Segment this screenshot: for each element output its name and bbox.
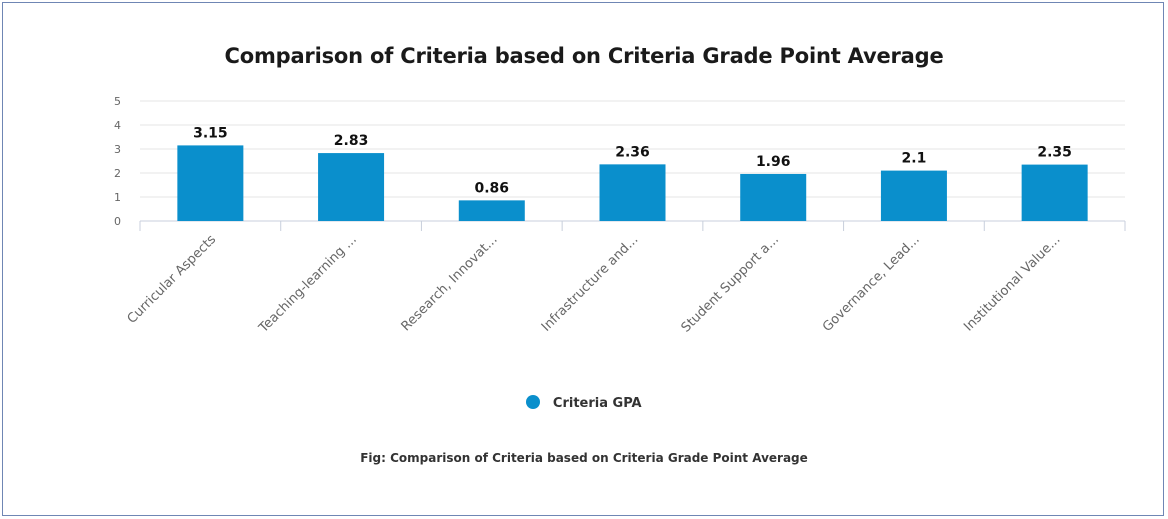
bar <box>880 170 947 221</box>
data-label: 1.96 <box>756 154 791 170</box>
bar <box>458 200 525 221</box>
bar <box>1021 164 1088 221</box>
legend-label: Criteria GPA <box>552 396 642 411</box>
legend[interactable]: Criteria GPA <box>0 395 1168 411</box>
x-tick-label: Teaching-learning ... <box>256 232 360 336</box>
bar <box>177 145 244 221</box>
x-tick-label: Infrastructure and... <box>539 232 641 334</box>
y-tick-label: 4 <box>114 119 121 132</box>
data-label: 0.86 <box>475 180 510 196</box>
y-tick-label: 2 <box>114 167 121 180</box>
y-tick-label: 1 <box>114 191 121 204</box>
y-axis-ticks: 0 1 2 3 4 5 <box>114 95 121 228</box>
bar <box>740 173 807 221</box>
chart-title: Comparison of Criteria based on Criteria… <box>224 44 944 68</box>
x-axis-tick-labels: Curricular Aspects Teaching-learning ... R… <box>125 232 1064 336</box>
x-tick-label: Student Support a... <box>679 232 782 335</box>
y-tick-label: 3 <box>114 143 121 156</box>
x-axis <box>139 221 1126 231</box>
y-tick-label: 0 <box>114 215 121 228</box>
x-tick-label: Governance, Lead... <box>820 232 923 335</box>
data-label: 2.36 <box>615 144 650 160</box>
bars <box>177 145 1088 221</box>
x-tick-label: Research, Innovat... <box>399 232 501 334</box>
x-tick-label: Institutional Value... <box>961 232 1063 334</box>
y-tick-label: 5 <box>114 95 121 108</box>
bar <box>599 164 666 221</box>
data-label: 2.35 <box>1037 145 1072 161</box>
legend-marker-icon <box>526 395 541 409</box>
bar <box>318 153 385 221</box>
x-tick-label: Curricular Aspects <box>125 232 220 327</box>
data-label: 2.83 <box>334 133 369 149</box>
data-labels: 3.15 2.83 0.86 2.36 1.96 2.1 2.35 <box>193 125 1072 196</box>
data-label: 2.1 <box>902 151 927 167</box>
data-label: 3.15 <box>193 125 228 141</box>
figure-caption: Fig: Comparison of Criteria based on Cri… <box>360 451 808 465</box>
